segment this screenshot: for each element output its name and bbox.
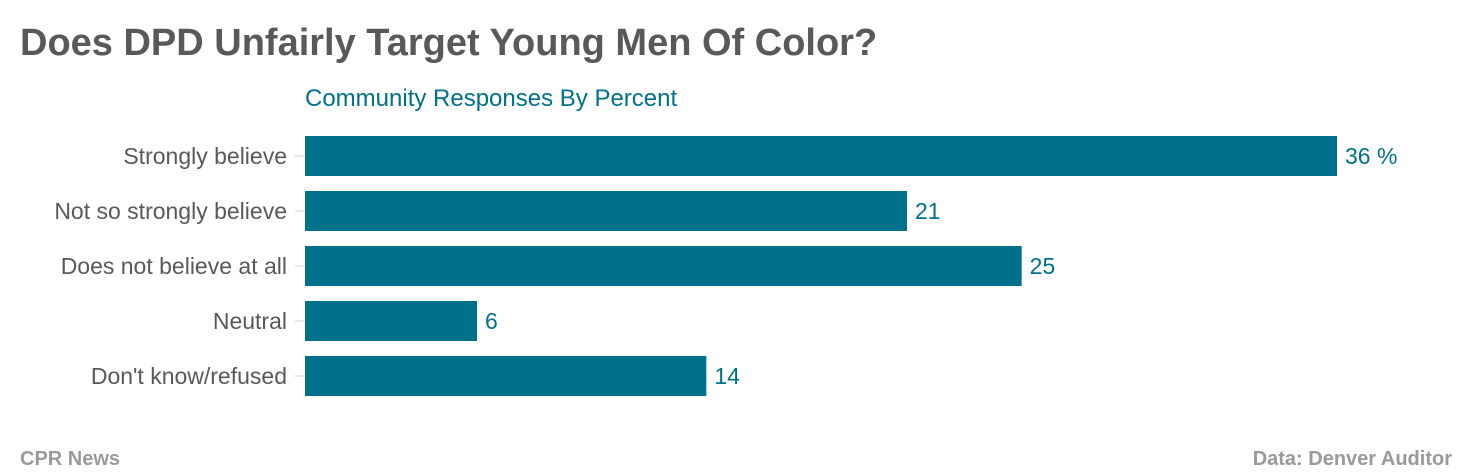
category-label: Neutral <box>213 308 287 334</box>
chart-subtitle: Community Responses By Percent <box>305 85 677 112</box>
bar <box>305 191 907 231</box>
bar <box>305 136 1337 176</box>
bar-value-label: 14 <box>714 363 740 389</box>
bar-value-label: 21 <box>915 198 941 224</box>
chart-title: Does DPD Unfairly Target Young Men Of Co… <box>20 22 878 64</box>
footer-source-left: CPR News <box>20 448 121 470</box>
bar <box>305 246 1022 286</box>
bar-value-label: 25 <box>1030 253 1056 279</box>
category-label: Don't know/refused <box>91 363 287 389</box>
bar-value-label: 36 % <box>1345 143 1397 169</box>
bars-layer: Strongly believe 36 % Not so strongly beli… <box>54 136 1397 396</box>
bar <box>305 301 477 341</box>
footer-source-right: Data: Denver Auditor <box>1252 448 1452 470</box>
bar <box>305 356 707 396</box>
category-label: Strongly believe <box>123 143 287 169</box>
bar-value-label: 6 <box>485 308 498 334</box>
category-label: Not so strongly believe <box>54 198 287 224</box>
category-label: Does not believe at all <box>61 253 287 279</box>
